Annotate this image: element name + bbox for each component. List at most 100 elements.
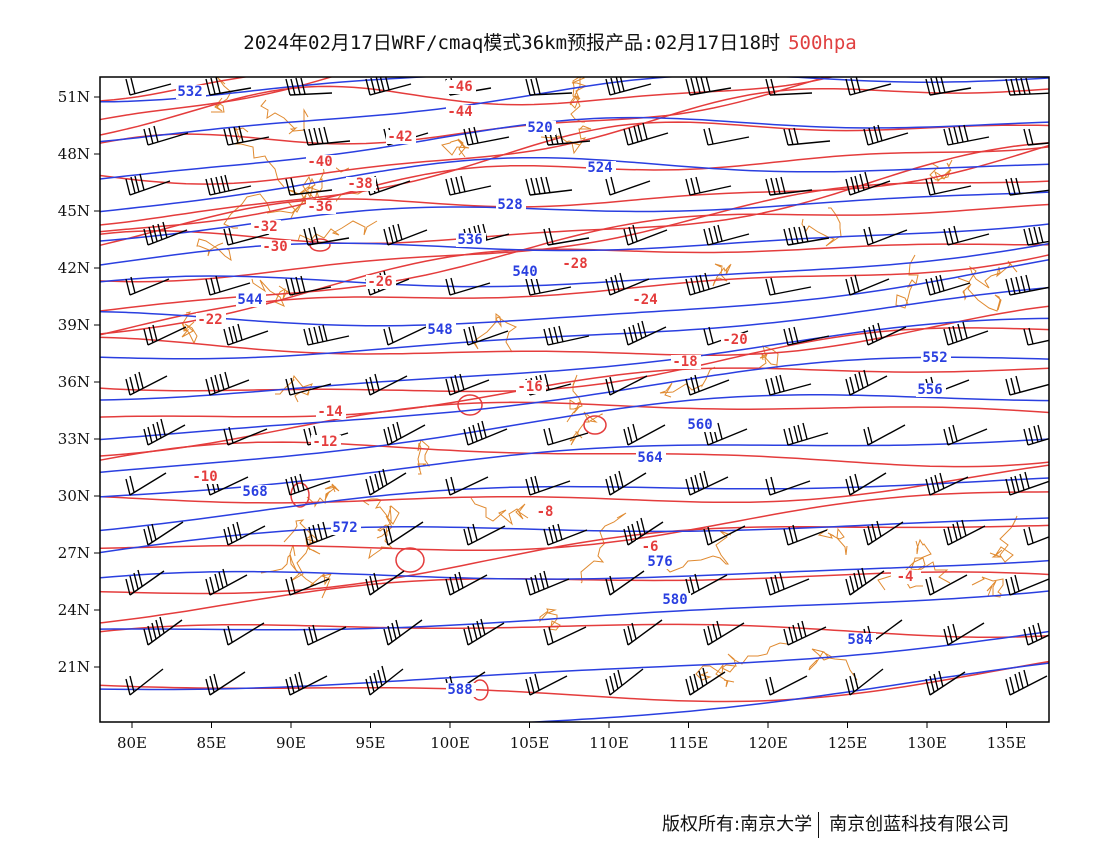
- temperature-closed-contour: [395, 547, 425, 573]
- wind-barb: [685, 77, 732, 96]
- height-contour-label: 544: [237, 292, 262, 308]
- lat-tick-label: 51N: [58, 88, 90, 106]
- wind-barb: [925, 274, 971, 296]
- temperature-contour-line: [100, 660, 1049, 703]
- height-contour-label: 548: [427, 322, 452, 338]
- wind-barb: [525, 570, 570, 596]
- temperature-contour-label: -14: [317, 404, 342, 420]
- lat-tick-label: 21N: [58, 658, 90, 676]
- temperature-contour-line: [100, 491, 1049, 552]
- height-contour-line: [100, 394, 1049, 474]
- border-line: [569, 77, 588, 109]
- temperature-contour-label: -22: [197, 312, 222, 328]
- wind-barbs: [125, 77, 1049, 696]
- wind-barb: [125, 173, 171, 196]
- lat-tick-label: 33N: [58, 430, 90, 448]
- border-line: [417, 439, 431, 475]
- height-contour-label: 584: [847, 632, 872, 648]
- height-contour-line: [100, 156, 1049, 213]
- height-contour-label: 588: [447, 682, 472, 698]
- temperature-contour-line: [100, 87, 1049, 185]
- wind-barb: [685, 573, 728, 596]
- wind-barb: [623, 517, 664, 546]
- wind-barb: [365, 468, 407, 496]
- wind-barb: [223, 227, 270, 246]
- temperature-contour-label: -6: [642, 539, 659, 555]
- lon-tick-label: 115E: [669, 734, 709, 752]
- wind-barb: [783, 524, 828, 546]
- wind-barb: [1005, 274, 1049, 296]
- wind-barb: [285, 77, 333, 96]
- height-contour-line: [100, 477, 1049, 532]
- temperature-contour-label: -36: [307, 199, 332, 215]
- wind-barb: [205, 474, 249, 496]
- lat-tick-label: 30N: [58, 487, 90, 505]
- height-contour-label: 536: [457, 232, 482, 248]
- temperature-contour-label: -44: [447, 104, 472, 120]
- wind-barb: [1023, 327, 1049, 346]
- temperature-contour-line: [100, 77, 835, 136]
- border-line: [989, 515, 1018, 563]
- wind-barb: [143, 221, 188, 246]
- wind-barb: [685, 272, 731, 296]
- wind-barb: [383, 619, 423, 646]
- temperature-contour-line: [100, 401, 1049, 457]
- wind-barb: [125, 569, 165, 596]
- border-line: [808, 648, 858, 681]
- wind-barb: [605, 77, 652, 96]
- axis-ticks: 80E 85E 90E 95E 100E 105E 110E 115E 120E 125E 130E…: [58, 88, 1027, 752]
- temperature-contour-line: [100, 367, 1049, 418]
- wind-barb: [303, 624, 347, 646]
- border-line: [712, 263, 732, 287]
- temperature-contour-label: -46: [447, 79, 472, 95]
- temperature-contour-label: -42: [387, 129, 412, 145]
- wind-barb: [383, 421, 426, 446]
- wind-barb: [383, 223, 428, 246]
- wind-barb: [1023, 526, 1049, 546]
- border-line: [801, 207, 842, 247]
- wind-barb: [525, 475, 571, 496]
- height-contour-line: [100, 116, 1049, 180]
- height-contours: [100, 77, 1049, 722]
- wind-barb: [605, 272, 650, 296]
- border-line: [181, 311, 198, 345]
- wind-barb: [845, 472, 887, 496]
- height-contour-label: 520: [527, 120, 552, 136]
- wind-barb: [303, 521, 348, 546]
- wind-barb: [303, 226, 350, 246]
- border-line: [234, 126, 285, 188]
- wind-barb: [463, 325, 509, 346]
- lon-tick-label: 135E: [987, 734, 1027, 752]
- border-line: [297, 220, 378, 242]
- wind-barb: [1005, 375, 1049, 396]
- wind-barb: [623, 122, 669, 146]
- wind-barb: [863, 520, 904, 546]
- footer-left: 版权所有:南京大学: [662, 814, 813, 835]
- height-contour-label: 592: [882, 727, 907, 743]
- wind-barb: [703, 224, 750, 246]
- wind-barb: [285, 177, 333, 196]
- lon-tick-label: 110E: [589, 734, 629, 752]
- lat-tick-label: 27N: [58, 544, 90, 562]
- wind-barb: [623, 619, 663, 646]
- wind-barb: [525, 176, 573, 196]
- wind-barb: [605, 668, 644, 696]
- lon-tick-label: 80E: [117, 734, 147, 752]
- temperature-contour-label: -32: [252, 219, 277, 235]
- wind-barb: [205, 174, 252, 196]
- wind-barb: [365, 665, 404, 696]
- wind-barb: [365, 570, 405, 596]
- temperature-closed-contour: [457, 394, 483, 416]
- height-contour-label: 576: [647, 554, 672, 570]
- wind-barb: [303, 324, 350, 346]
- wind-barb: [463, 420, 508, 446]
- border-line: [895, 254, 919, 309]
- wind-barb: [125, 668, 164, 696]
- wind-barb: [223, 323, 269, 346]
- wind-barb: [445, 476, 489, 496]
- wind-barb: [943, 519, 986, 546]
- temperature-contour-label: -20: [722, 332, 747, 348]
- height-contour-label: 560: [687, 417, 712, 433]
- height-contour-label: 572: [332, 520, 357, 536]
- border-line: [662, 530, 732, 573]
